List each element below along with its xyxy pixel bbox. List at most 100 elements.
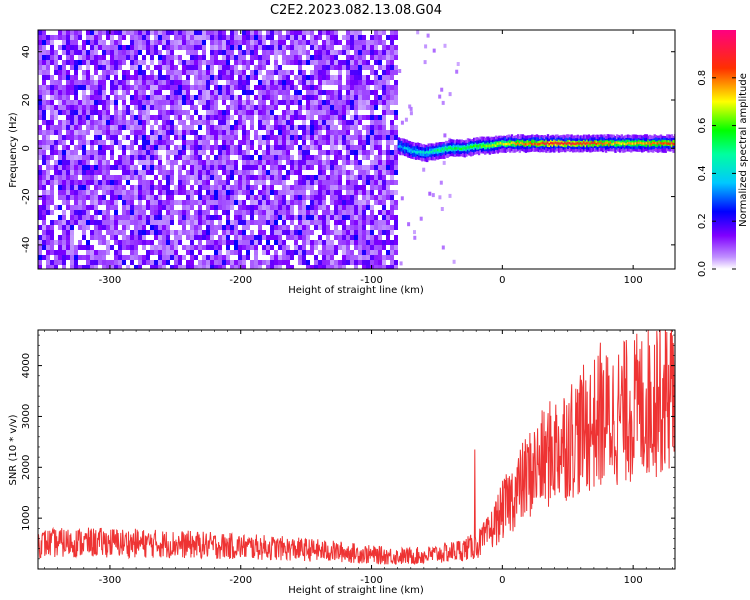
heatmap-cell xyxy=(230,265,234,269)
heatmap-cell xyxy=(50,75,54,80)
heatmap-cell xyxy=(98,145,102,150)
heatmap-cell xyxy=(198,135,202,140)
heatmap-cell xyxy=(66,250,70,255)
heatmap-cell xyxy=(178,120,182,125)
heatmap-cell xyxy=(210,185,214,190)
heatmap-cell xyxy=(146,205,150,210)
heatmap-cell xyxy=(110,50,114,55)
colorbar-ticks: 0.00.20.40.60.8 xyxy=(697,70,736,277)
heatmap-cell xyxy=(286,90,290,95)
heatmap-cell xyxy=(358,60,362,65)
heatmap-cell xyxy=(246,240,250,245)
heatmap-cell xyxy=(298,115,302,120)
heatmap-cell xyxy=(330,30,334,35)
heatmap-cell xyxy=(146,45,150,50)
heatmap-cell xyxy=(62,40,66,45)
heatmap-cell xyxy=(50,155,54,160)
heatmap-cell xyxy=(382,265,386,269)
heatmap-cell xyxy=(218,50,222,55)
heatmap-cell xyxy=(294,180,298,185)
heatmap-cell xyxy=(50,90,54,95)
heatmap-cell xyxy=(206,80,210,85)
heatmap-cell xyxy=(82,90,86,95)
heatmap-cell xyxy=(310,80,314,85)
heatmap-cell xyxy=(170,210,174,215)
heatmap-cell xyxy=(214,55,218,60)
heatmap-cell xyxy=(186,155,190,160)
heatmap-cell xyxy=(126,30,130,35)
heatmap-cell xyxy=(218,235,222,240)
heatmap-cell xyxy=(194,170,198,175)
heatmap-cell xyxy=(298,75,302,80)
heatmap-cell xyxy=(282,230,286,235)
heatmap-cell xyxy=(354,135,358,140)
heatmap-cell xyxy=(314,120,318,125)
heatmap-cell xyxy=(74,210,78,215)
heatmap-cell xyxy=(262,190,266,195)
heatmap-cell xyxy=(82,235,86,240)
heatmap-cell xyxy=(374,40,378,45)
heatmap-cell xyxy=(458,147,462,150)
heatmap-cell xyxy=(66,35,70,40)
heatmap-cell xyxy=(334,260,338,265)
heatmap-cell xyxy=(150,125,154,130)
heatmap-cell xyxy=(358,90,362,95)
heatmap-cell xyxy=(266,265,270,269)
heatmap-cell xyxy=(382,120,386,125)
colorbar-tick-label: 0.6 xyxy=(697,118,708,134)
heatmap-cell xyxy=(186,35,190,40)
heatmap-cell xyxy=(214,200,218,205)
heatmap-cell xyxy=(98,115,102,120)
heatmap-cell xyxy=(578,142,581,145)
heatmap-cell xyxy=(282,155,286,160)
heatmap-cell xyxy=(366,45,370,50)
heatmap-cell xyxy=(166,80,170,85)
heatmap-cell xyxy=(394,55,398,60)
heatmap-cell xyxy=(358,50,362,55)
colorbar: 0.00.20.40.60.8 Normalized spectral ampl… xyxy=(697,30,749,277)
heatmap-cell xyxy=(218,225,222,230)
heatmap-cell xyxy=(449,146,452,150)
heatmap-cell xyxy=(226,35,230,40)
heatmap-cell xyxy=(382,90,386,95)
heatmap-cell xyxy=(122,55,126,60)
heatmap-cell xyxy=(338,235,342,240)
heatmap-cell xyxy=(330,150,334,155)
heatmap-cell xyxy=(130,220,134,225)
heatmap-cell xyxy=(298,215,302,220)
heatmap-cell xyxy=(326,40,330,45)
heatmap-cell xyxy=(382,175,386,180)
heatmap-cell xyxy=(282,135,286,140)
heatmap-cell xyxy=(82,220,86,225)
heatmap-cell xyxy=(419,150,423,154)
heatmap-cell xyxy=(194,155,198,160)
heatmap-cell xyxy=(290,50,294,55)
heatmap-cell xyxy=(294,230,298,235)
heatmap-cell xyxy=(581,142,584,146)
heatmap-cell xyxy=(266,260,270,265)
heatmap-cell xyxy=(655,141,658,145)
heatmap-cell xyxy=(330,130,334,135)
heatmap-cell xyxy=(306,215,310,220)
heatmap-cell xyxy=(498,142,501,145)
heatmap-cell xyxy=(174,80,178,85)
heatmap-cell xyxy=(254,185,258,190)
heatmap-cell xyxy=(162,220,166,225)
heatmap-cell xyxy=(42,70,46,75)
heatmap-cell xyxy=(342,105,346,110)
heatmap-cell xyxy=(106,250,110,255)
heatmap-cell xyxy=(178,265,182,269)
heatmap-cell xyxy=(82,210,86,215)
heatmap-cell xyxy=(270,160,274,165)
heatmap-cell xyxy=(46,210,50,215)
heatmap-cell xyxy=(182,245,186,250)
heatmap-cell xyxy=(326,175,330,180)
heatmap-cell xyxy=(82,175,86,180)
heatmap-cell xyxy=(58,95,62,100)
heatmap-cell xyxy=(354,70,358,75)
heatmap-cell xyxy=(226,225,230,230)
heatmap-cell xyxy=(411,150,415,153)
heatmap-cell xyxy=(74,70,78,75)
heatmap-cell xyxy=(122,175,126,180)
heatmap-cell xyxy=(46,90,50,95)
